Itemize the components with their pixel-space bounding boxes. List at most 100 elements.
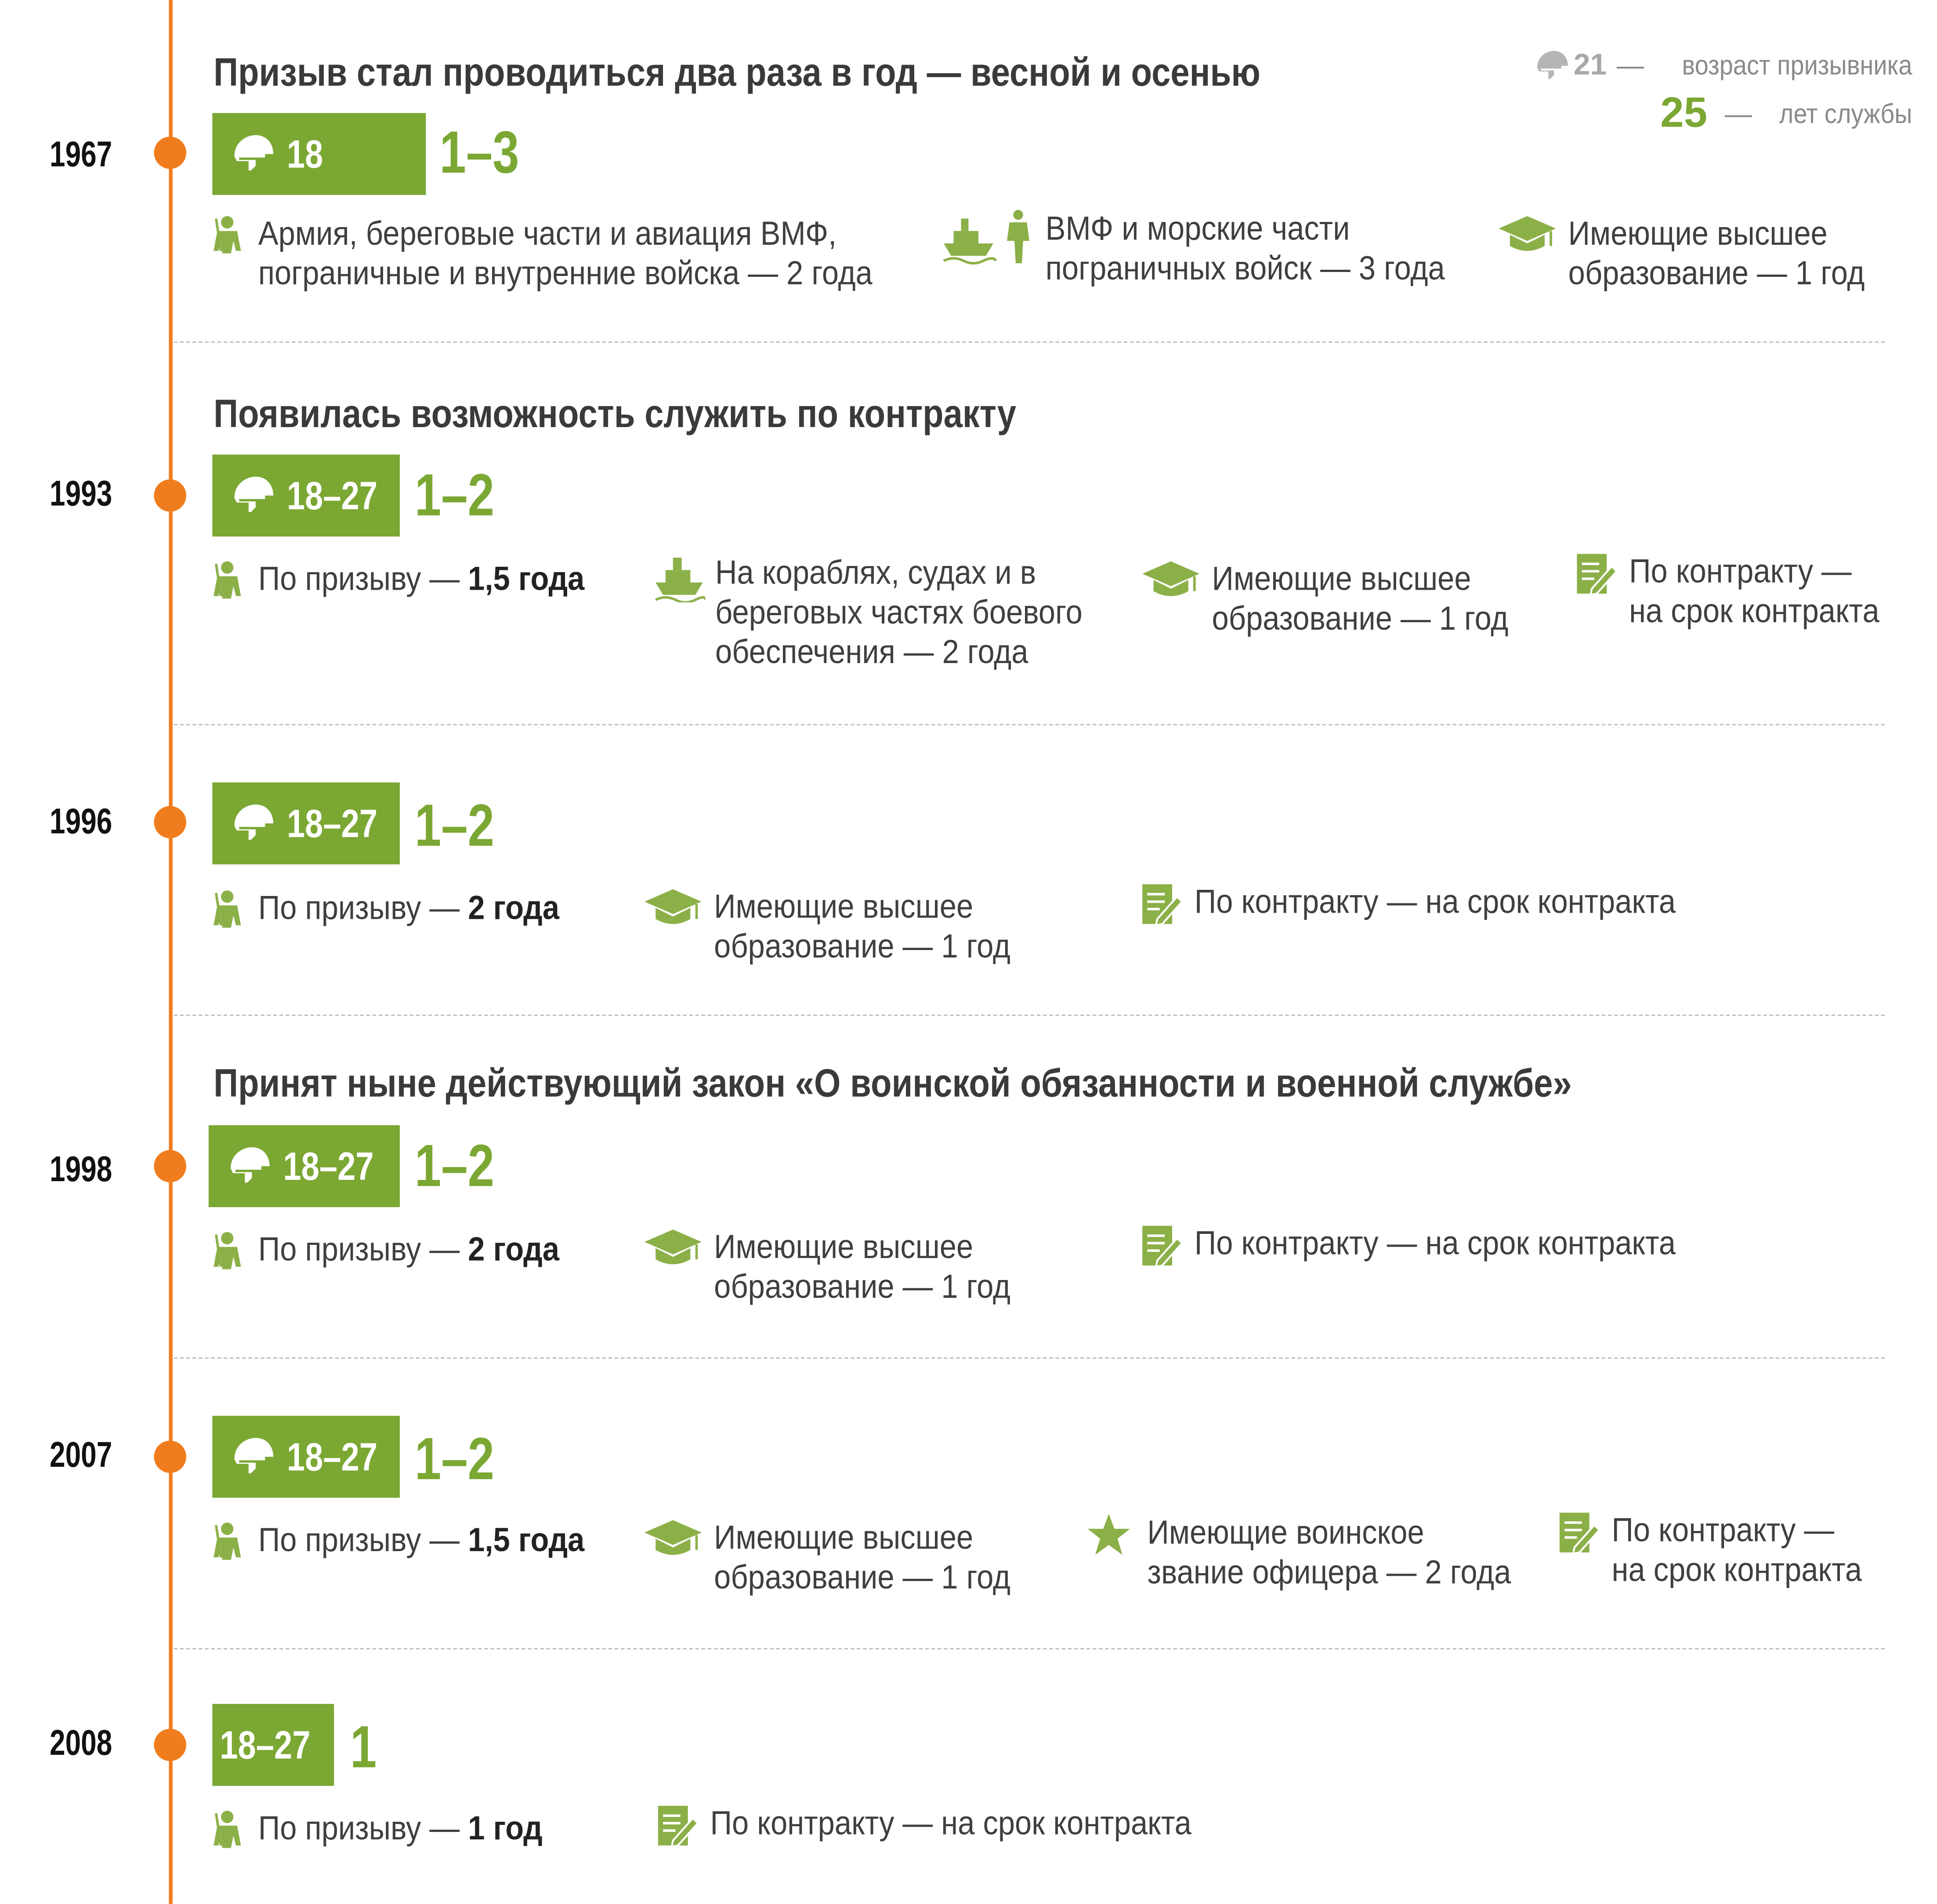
service-years-2007: 1–2 xyxy=(414,1427,495,1493)
item-1993-contract: По контракту — на срок контракта xyxy=(1575,551,1907,631)
item-text: Имеющие высшее образование — 1 год xyxy=(1568,214,1865,292)
helmet-icon xyxy=(234,804,274,840)
item-text: Имеющие высшее образование — 1 год xyxy=(714,888,1011,965)
item-2007-contract: По контракту — на срок контракта xyxy=(1557,1510,1890,1590)
age-range: 18–27 xyxy=(286,1433,378,1479)
graduation-cap-icon xyxy=(1140,559,1202,601)
item-bold: 1,5 года xyxy=(468,1521,585,1559)
section-title-1993: Появилась возможность служить по контрак… xyxy=(214,391,1017,436)
item-2008-conscription: По призыву — 1 год xyxy=(211,1808,574,1850)
year-marker-2008 xyxy=(154,1729,186,1761)
age-range: 18 xyxy=(286,131,323,176)
item-1998-conscription: По призыву — 2 года xyxy=(211,1229,593,1272)
item-2007-officer: Имеющие воинское звание офицера — 2 года xyxy=(1085,1512,1551,1592)
year-label-2007: 2007 xyxy=(50,1436,112,1476)
year-marker-1998 xyxy=(154,1150,186,1182)
contract-icon xyxy=(1140,882,1185,929)
item-text: По призыву — 1,5 года xyxy=(258,1521,585,1559)
graduation-cap-icon xyxy=(642,887,704,929)
age-badge-1996: 18–27 xyxy=(212,782,400,865)
item-text: Имеющие высшее образование — 1 год xyxy=(1212,560,1509,637)
legend-age-value: 21 xyxy=(1573,48,1607,82)
item-text: На кораблях, судах и в береговых частях … xyxy=(715,554,1083,671)
contract-icon xyxy=(1140,1223,1185,1270)
year-marker-1993 xyxy=(154,479,186,512)
age-range: 18–27 xyxy=(286,472,378,518)
helmet-icon xyxy=(234,476,274,512)
graduation-cap-icon xyxy=(1496,214,1558,256)
item-2007-education: Имеющие высшее образование — 1 год xyxy=(642,1518,1043,1597)
legend-age-label: возраст призывника xyxy=(1682,50,1912,81)
soldier-icon xyxy=(211,1229,248,1272)
year-label-1967: 1967 xyxy=(50,135,112,175)
contract-icon xyxy=(1575,551,1619,598)
ship-soldier-icon xyxy=(941,209,1035,266)
age-badge-2007: 18–27 xyxy=(212,1415,400,1498)
item-1998-education: Имеющие высшее образование — 1 год xyxy=(642,1227,1043,1306)
age-badge-2008: 18–27 xyxy=(212,1704,334,1786)
legend-dash: — xyxy=(1616,50,1644,81)
item-1996-education: Имеющие высшее образование — 1 год xyxy=(642,887,1043,966)
item-bold: 1,5 года xyxy=(468,560,585,598)
section-title-1998: Принят ныне действующий закон «О воинско… xyxy=(214,1060,1572,1106)
item-1967-army: Армия, береговые части и авиация ВМФ, по… xyxy=(211,214,941,293)
helmet-icon xyxy=(231,1147,270,1183)
age-badge-1998: 18–27 xyxy=(208,1125,400,1208)
legend-dash: — xyxy=(1724,97,1752,129)
soldier-icon xyxy=(211,559,248,601)
item-text: По контракту — на срок контракта xyxy=(1194,883,1676,921)
item-text: ВМФ и морские части пограничных войск — … xyxy=(1045,210,1445,287)
age-range: 18–27 xyxy=(283,1143,374,1188)
year-marker-1996 xyxy=(154,806,186,838)
item-text: Имеющие высшее образование — 1 год xyxy=(714,1228,1011,1306)
legend-years-label: лет службы xyxy=(1779,97,1912,129)
item-text: По контракту — на срок контракта xyxy=(1194,1224,1676,1262)
item-text: По призыву — 2 года xyxy=(258,889,560,927)
contract-icon xyxy=(1557,1510,1602,1557)
item-1967-navy: ВМФ и морские части пограничных войск — … xyxy=(941,209,1489,288)
item-bold: 2 года xyxy=(468,1230,560,1268)
age-range: 18–27 xyxy=(220,1722,311,1767)
item-1967-education: Имеющие высшее образование — 1 год xyxy=(1496,214,1898,293)
graduation-cap-icon xyxy=(642,1518,704,1560)
timeline-axis xyxy=(169,0,173,1904)
item-1993-conscription: По призыву — 1,5 года xyxy=(211,559,620,601)
year-marker-1967 xyxy=(154,136,186,169)
graduation-cap-icon xyxy=(642,1227,704,1269)
star-icon xyxy=(1085,1512,1132,1557)
soldier-icon xyxy=(211,1808,248,1850)
age-range: 18–27 xyxy=(286,800,378,845)
item-1993-ships: На кораблях, судах и в береговых частях … xyxy=(653,553,1123,672)
legend-years: 25 — лет службы xyxy=(1660,89,1912,138)
service-years-2008: 1 xyxy=(350,1715,377,1781)
age-badge-1967: 18 xyxy=(212,113,426,195)
divider xyxy=(174,1015,1885,1016)
year-marker-2007 xyxy=(154,1440,186,1473)
ship-icon xyxy=(653,553,706,602)
soldier-icon xyxy=(211,888,248,930)
service-years-1967: 1–3 xyxy=(439,120,519,186)
soldier-icon xyxy=(211,214,248,256)
helmet-icon xyxy=(234,1438,274,1473)
item-text: Армия, береговые части и авиация ВМФ, по… xyxy=(258,214,873,292)
year-label-2008: 2008 xyxy=(50,1723,112,1764)
item-text: По контракту — на срок контракта xyxy=(710,1804,1191,1842)
service-years-1996: 1–2 xyxy=(414,794,495,860)
item-text: Имеющие воинское звание офицера — 2 года xyxy=(1147,1514,1511,1591)
helmet-icon xyxy=(234,135,274,171)
item-2007-conscription: По призыву — 1,5 года xyxy=(211,1520,620,1562)
item-text: По контракту — на срок контракта xyxy=(1629,552,1879,630)
year-label-1996: 1996 xyxy=(50,802,112,842)
item-1998-contract: По контракту — на срок контракта xyxy=(1140,1223,1729,1270)
divider xyxy=(174,1648,1885,1650)
helmet-icon xyxy=(1534,47,1571,84)
age-badge-1993: 18–27 xyxy=(212,454,400,537)
soldier-icon xyxy=(211,1520,248,1562)
year-label-1993: 1993 xyxy=(50,474,112,515)
item-bold: 2 года xyxy=(468,889,560,927)
legend-age: 21 — возраст призывника xyxy=(1534,47,1912,84)
service-years-1998: 1–2 xyxy=(414,1134,495,1200)
item-1996-contract: По контракту — на срок контракта xyxy=(1140,882,1729,929)
item-1993-education: Имеющие высшее образование — 1 год xyxy=(1140,559,1542,638)
